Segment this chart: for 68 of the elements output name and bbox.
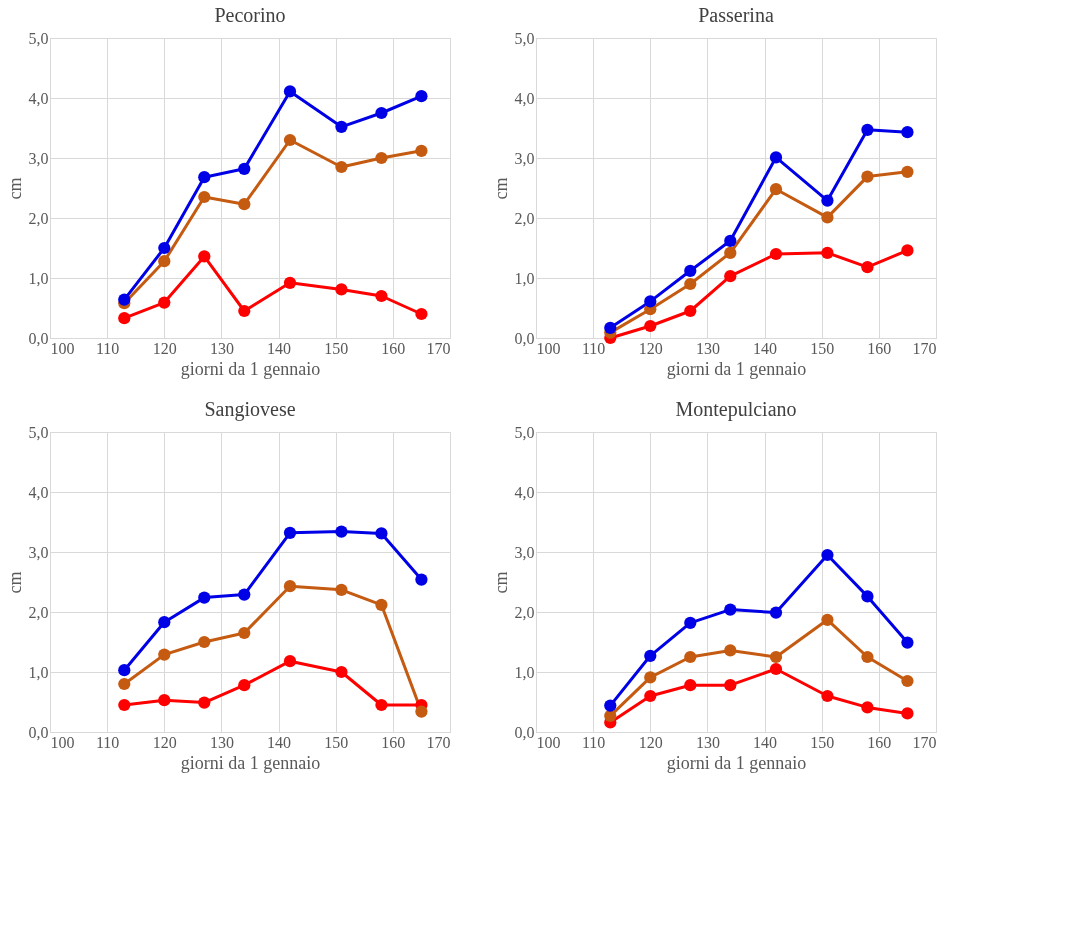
x-tick-label: 120 (638, 733, 663, 751)
y-tick-label: 2,0 (28, 603, 49, 621)
x-tick-label: 100 (536, 733, 561, 751)
x-axis-title: giorni da 1 gennaio (666, 358, 807, 379)
x-tick-label: 170 (426, 339, 451, 357)
x-tick-label: 170 (912, 733, 937, 751)
x-tick-label: 150 (324, 339, 349, 357)
y-tick-label: 2,0 (514, 603, 535, 621)
x-tick-label: 110 (581, 339, 606, 357)
y-tick-label: 0,0 (514, 329, 535, 347)
x-tick-label: 100 (536, 339, 561, 357)
x-axis-title: giorni da 1 gennaio (180, 358, 321, 379)
y-axis-title: cm (4, 571, 25, 594)
y-tick-label: 1,0 (514, 663, 535, 681)
x-tick-label: 140 (753, 339, 778, 357)
x-tick-label: 140 (753, 733, 778, 751)
y-tick-label: 0,0 (514, 723, 535, 741)
x-tick-label: 100 (50, 733, 75, 751)
x-axis-title: giorni da 1 gennaio (180, 752, 321, 773)
x-tick-label: 110 (95, 733, 120, 751)
x-tick-label: 150 (810, 339, 835, 357)
y-tick-label: 4,0 (28, 483, 49, 501)
y-axis-title: cm (490, 177, 511, 200)
x-axis-title: giorni da 1 gennaio (666, 752, 807, 773)
y-tick-label: 0,0 (28, 329, 49, 347)
x-tick-label: 170 (426, 733, 451, 751)
y-tick-label: 2,0 (514, 209, 535, 227)
y-tick-label: 1,0 (28, 663, 49, 681)
y-tick-label: 1,0 (514, 269, 535, 287)
y-tick-label: 1,0 (28, 269, 49, 287)
x-tick-label: 110 (581, 733, 606, 751)
chart-title: Sangiovese (204, 398, 296, 421)
y-axis-title: cm (4, 177, 25, 200)
y-tick-label: 2,0 (28, 209, 49, 227)
x-tick-label: 140 (267, 733, 292, 751)
y-tick-label: 3,0 (514, 543, 535, 561)
chart-title: Passerina (698, 4, 774, 26)
x-tick-label: 130 (695, 733, 720, 751)
x-tick-label: 150 (810, 733, 835, 751)
x-tick-label: 120 (152, 339, 177, 357)
y-tick-label: 0,0 (28, 723, 49, 741)
y-axis-title: cm (490, 571, 511, 594)
x-tick-label: 150 (324, 733, 349, 751)
y-tick-label: 3,0 (28, 543, 49, 561)
x-tick-label: 110 (95, 339, 120, 357)
y-tick-label: 4,0 (514, 483, 535, 501)
y-tick-label: 5,0 (514, 423, 535, 441)
x-tick-label: 120 (638, 339, 663, 357)
x-tick-label: 160 (381, 733, 406, 751)
y-tick-label: 5,0 (28, 423, 49, 441)
x-tick-label: 120 (152, 733, 177, 751)
chart-title: Pecorino (214, 4, 286, 26)
y-tick-label: 5,0 (28, 29, 49, 47)
y-tick-label: 4,0 (514, 89, 535, 107)
x-tick-label: 160 (867, 339, 892, 357)
x-tick-label: 130 (209, 733, 234, 751)
chart-title: Montepulciano (675, 398, 797, 421)
x-tick-label: 170 (912, 339, 937, 357)
y-tick-label: 3,0 (28, 149, 49, 167)
x-tick-label: 130 (209, 339, 234, 357)
x-tick-label: 130 (695, 339, 720, 357)
x-tick-label: 160 (867, 733, 892, 751)
x-tick-label: 160 (381, 339, 406, 357)
x-tick-label: 140 (267, 339, 292, 357)
y-tick-label: 5,0 (514, 29, 535, 47)
y-tick-label: 3,0 (514, 149, 535, 167)
x-tick-label: 100 (50, 339, 75, 357)
y-tick-label: 4,0 (28, 89, 49, 107)
